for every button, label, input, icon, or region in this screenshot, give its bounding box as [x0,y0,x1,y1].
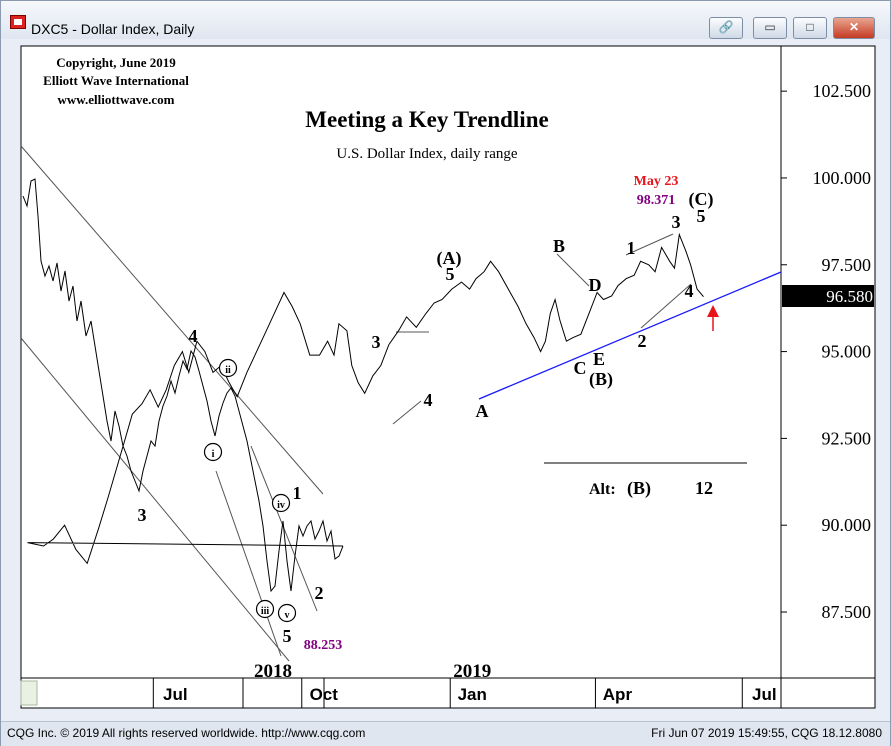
wave-label: 1 [293,483,302,503]
last-price-label: 96.580 [826,287,873,306]
chart: Copyright, June 2019 Elliott Wave Intern… [20,45,876,709]
scroll-handle[interactable] [20,680,38,706]
maximize-icon: □ [806,20,814,34]
wave-circle [255,599,275,619]
title-bar[interactable]: DXC5 - Dollar Index, Daily 🔗 ▭ □ ✕ [1,1,890,39]
copyright-line-1: Copyright, June 2019 [56,55,176,70]
wave-label: ii [225,365,231,376]
wave-label: 5 [283,626,292,646]
y-tick-label: 102.500 [813,81,872,101]
wave-label: 2 [638,331,647,351]
wave-label: 3 [672,212,681,232]
status-copyright: CQG Inc. © 2019 All rights reserved worl… [7,726,366,740]
x-tick-label: Apr [603,685,633,704]
wave-label: (A) [437,248,462,269]
wave-label: 88.253 [304,638,343,653]
b-d-line [556,253,590,287]
wave-circle [218,358,238,378]
minimize-button[interactable]: ▭ [753,17,787,39]
red-arrow-head [707,305,719,317]
wave-label: 98.371 [637,193,676,208]
wave-label: A [476,401,489,421]
y-tick-label: 87.500 [822,602,872,622]
dxc5-app-icon [10,15,26,29]
wave-circle [271,493,291,513]
triangle-line-1 [392,400,422,425]
wave-circle [277,603,297,623]
wave-label: 2 [315,583,324,603]
close-icon: ✕ [848,20,860,34]
wave-label: i [212,449,215,460]
alt-wave-label: (B) [627,478,651,499]
wave-1-3-line [625,233,674,256]
y-axis-panel [780,45,876,679]
price-series [27,232,704,565]
wave-label: (C) [689,189,714,210]
y-axis: 87.500 90.000 92.500 95.000 97.500 100.000 102… [781,81,871,622]
wave-label: 4 [685,281,694,301]
wave-label: 1 [627,238,636,258]
chart-subtitle: U.S. Dollar Index, daily range [336,146,518,162]
y-tick-label: 95.000 [822,342,872,362]
maximize-button[interactable]: □ [793,17,827,39]
upper-channel-line [20,145,324,495]
wave-label: E [593,349,605,369]
link-button[interactable]: 🔗 [709,17,743,39]
window-title: DXC5 - Dollar Index, Daily [31,21,195,37]
wave-label: iii [261,606,270,617]
wave-label: 3 [138,505,147,525]
inner-channel-line-1 [215,470,282,657]
wave-label: B [553,236,565,256]
wave-label: 4 [424,390,433,410]
price-path-2018-early [22,178,344,593]
wave-2-4-line [640,283,692,329]
status-timestamp: Fri Jun 07 2019 15:49:55, CQG 18.12.8080 [651,726,882,740]
year-label-2018: 2018 [254,661,292,682]
y-tick-label: 97.500 [822,255,872,275]
last-price-box [782,285,874,307]
link-icon: 🔗 [718,20,734,34]
wave-label: C [574,358,587,378]
x-axis-panel [20,677,782,709]
y-tick-label: 100.000 [813,168,872,188]
y-tick-label: 90.000 [822,515,872,535]
wave-circle [203,442,223,462]
key-trendline [478,271,782,400]
wave-label: 3 [372,332,381,352]
wave-label: May 23 [634,174,679,189]
wave-label: (B) [589,369,613,390]
close-button[interactable]: ✕ [833,17,875,39]
y-tick-label: 92.500 [822,428,872,448]
wave-label: v [285,610,290,621]
wave-decorations [20,145,782,662]
copyright-line-3: www.elliottwave.com [58,92,175,107]
x-tick-label: Jul [163,685,188,704]
x-tick-label: Jan [458,685,487,704]
wave-label: 5 [697,206,706,226]
wave-label: 5 [446,264,455,284]
year-label: 2019 [453,661,491,682]
alt-ref-label: 12 [695,478,713,498]
plot-area [20,45,782,679]
copyright-line-2: Elliott Wave International [43,73,189,88]
wave-label: 4 [189,326,198,346]
chart-title: Meeting a Key Trendline [305,107,548,132]
alt-label: Alt: [589,481,616,498]
axis-corner [780,677,876,709]
price-line [27,232,704,565]
minimize-icon: ▭ [764,20,776,34]
wave-label: iv [277,500,285,511]
wave-label: D [589,275,602,295]
x-tick-label: Jul [752,685,777,704]
status-bar: CQG Inc. © 2019 All rights reserved worl… [1,721,890,746]
lower-channel-line [20,337,290,662]
